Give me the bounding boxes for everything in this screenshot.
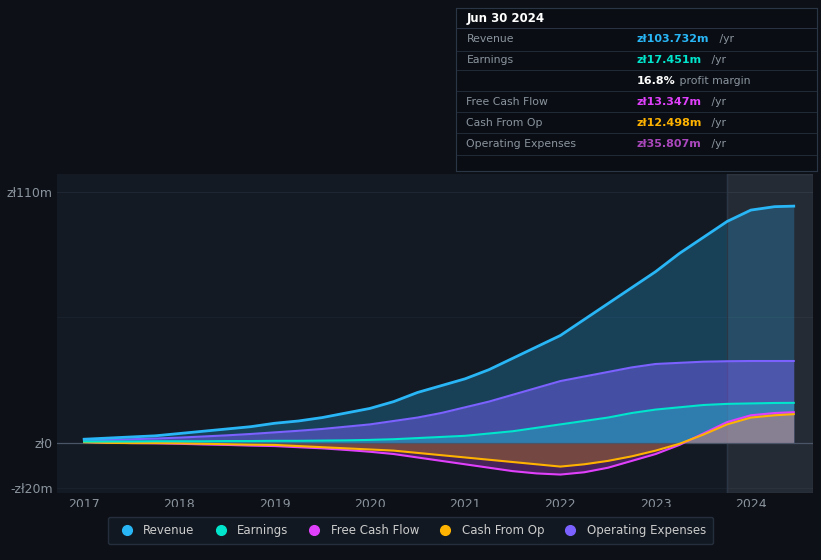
Text: Cash From Op: Cash From Op [466, 118, 543, 128]
Text: /yr: /yr [708, 139, 726, 149]
Text: Free Cash Flow: Free Cash Flow [466, 97, 548, 107]
Text: zł17.451m: zł17.451m [636, 55, 701, 66]
Legend: Revenue, Earnings, Free Cash Flow, Cash From Op, Operating Expenses: Revenue, Earnings, Free Cash Flow, Cash … [108, 517, 713, 544]
Text: zł35.807m: zł35.807m [636, 139, 701, 149]
Text: /yr: /yr [716, 34, 734, 44]
Text: zł13.347m: zł13.347m [636, 97, 701, 107]
Text: 16.8%: 16.8% [636, 76, 675, 86]
Text: zł12.498m: zł12.498m [636, 118, 702, 128]
Text: profit margin: profit margin [676, 76, 750, 86]
Text: Revenue: Revenue [466, 34, 514, 44]
Bar [727, 174, 813, 493]
Text: /yr: /yr [708, 118, 726, 128]
Text: /yr: /yr [708, 97, 726, 107]
Text: /yr: /yr [708, 55, 726, 66]
Text: Earnings: Earnings [466, 55, 514, 66]
Text: Operating Expenses: Operating Expenses [466, 139, 576, 149]
Text: Jun 30 2024: Jun 30 2024 [466, 12, 544, 25]
Text: zł103.732m: zł103.732m [636, 34, 709, 44]
